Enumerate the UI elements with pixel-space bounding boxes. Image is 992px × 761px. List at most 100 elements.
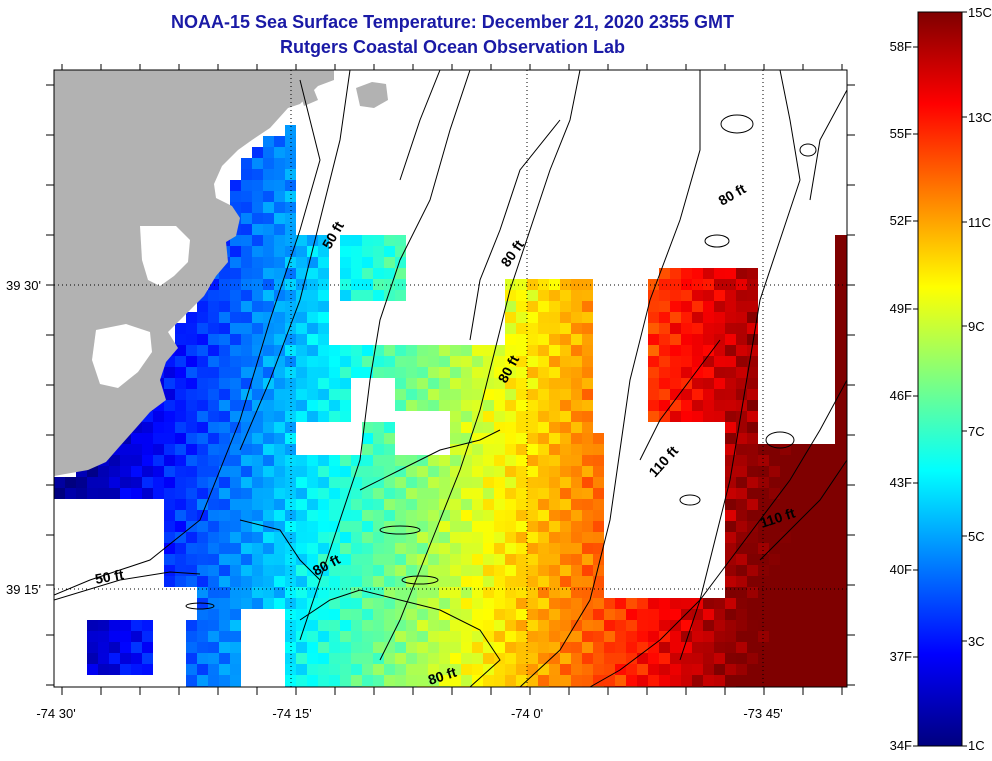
sst-cell <box>120 642 131 653</box>
sst-cell <box>549 422 560 433</box>
sst-cell <box>582 620 593 631</box>
sst-cell <box>263 488 274 499</box>
sst-cell <box>373 257 384 268</box>
sst-cell <box>505 598 516 609</box>
sst-cell <box>582 532 593 543</box>
sst-cell <box>219 587 230 598</box>
sst-cell <box>582 631 593 642</box>
sst-cell <box>384 554 395 565</box>
sst-cell <box>351 532 362 543</box>
sst-cell <box>483 477 494 488</box>
sst-cell <box>516 411 527 422</box>
sst-cell <box>780 598 791 609</box>
sst-cell <box>593 653 604 664</box>
sst-cell <box>307 400 318 411</box>
sst-cell <box>626 642 637 653</box>
sst-cell <box>527 510 538 521</box>
sst-cell <box>791 631 802 642</box>
sst-cell <box>318 642 329 653</box>
sst-cell <box>527 400 538 411</box>
sst-cell <box>692 345 703 356</box>
sst-cell <box>483 642 494 653</box>
sst-cell <box>670 323 681 334</box>
sst-cell <box>703 279 714 290</box>
sst-cell <box>560 312 571 323</box>
sst-cell <box>483 609 494 620</box>
sst-cell <box>417 488 428 499</box>
sst-cell <box>769 532 780 543</box>
sst-cell <box>747 433 758 444</box>
sst-cell <box>307 411 318 422</box>
sst-cell <box>230 433 241 444</box>
sst-cell <box>527 312 538 323</box>
sst-cell <box>274 488 285 499</box>
sst-cell <box>252 422 263 433</box>
sst-cell <box>175 477 186 488</box>
sst-cell <box>230 246 241 257</box>
sst-cell <box>802 631 813 642</box>
sst-cell <box>692 290 703 301</box>
sst-cell <box>120 631 131 642</box>
sst-cell <box>98 477 109 488</box>
sst-cell <box>769 664 780 675</box>
sst-cell <box>164 576 175 587</box>
sst-cell <box>340 576 351 587</box>
sst-cell <box>692 642 703 653</box>
sst-cell <box>582 587 593 598</box>
sst-cell <box>219 356 230 367</box>
sst-cell <box>384 631 395 642</box>
sst-cell <box>670 378 681 389</box>
sst-cell <box>142 620 153 631</box>
sst-cell <box>494 598 505 609</box>
sst-cell <box>736 466 747 477</box>
sst-cell <box>417 466 428 477</box>
sst-cell <box>395 400 406 411</box>
sst-cell <box>109 642 120 653</box>
sst-cell <box>516 488 527 499</box>
sst-cell <box>186 334 197 345</box>
sst-cell <box>197 576 208 587</box>
sst-cell <box>153 411 164 422</box>
sst-cell <box>197 587 208 598</box>
sst-cell <box>582 554 593 565</box>
sst-cell <box>318 323 329 334</box>
sst-cell <box>318 675 329 686</box>
land-fragment <box>300 90 318 106</box>
fahrenheit-label: 40F <box>890 562 912 577</box>
sst-cell <box>252 576 263 587</box>
sst-cell <box>362 653 373 664</box>
sst-cell <box>65 488 76 499</box>
sst-cell <box>703 631 714 642</box>
sst-cell <box>186 477 197 488</box>
sst-cell <box>252 554 263 565</box>
sst-cell <box>747 609 758 620</box>
sst-cell <box>527 301 538 312</box>
sst-cell <box>549 488 560 499</box>
sst-cell <box>560 521 571 532</box>
sst-cell <box>681 620 692 631</box>
sst-cell <box>538 653 549 664</box>
sst-cell <box>714 609 725 620</box>
sst-cell <box>571 378 582 389</box>
sst-cell <box>296 477 307 488</box>
sst-cell <box>560 422 571 433</box>
sst-cell <box>241 488 252 499</box>
sst-cell <box>538 576 549 587</box>
sst-cell <box>274 532 285 543</box>
sst-cell <box>406 510 417 521</box>
sst-cell <box>318 653 329 664</box>
sst-cell <box>527 389 538 400</box>
sst-cell <box>527 411 538 422</box>
sst-cell <box>384 477 395 488</box>
sst-cell <box>428 389 439 400</box>
sst-cell <box>208 631 219 642</box>
sst-cell <box>208 400 219 411</box>
sst-cell <box>263 422 274 433</box>
sst-cell <box>450 389 461 400</box>
sst-cell <box>835 521 846 532</box>
sst-cell <box>505 389 516 400</box>
sst-cell <box>406 378 417 389</box>
sst-cell <box>274 334 285 345</box>
sst-cell <box>263 411 274 422</box>
sst-cell <box>494 587 505 598</box>
